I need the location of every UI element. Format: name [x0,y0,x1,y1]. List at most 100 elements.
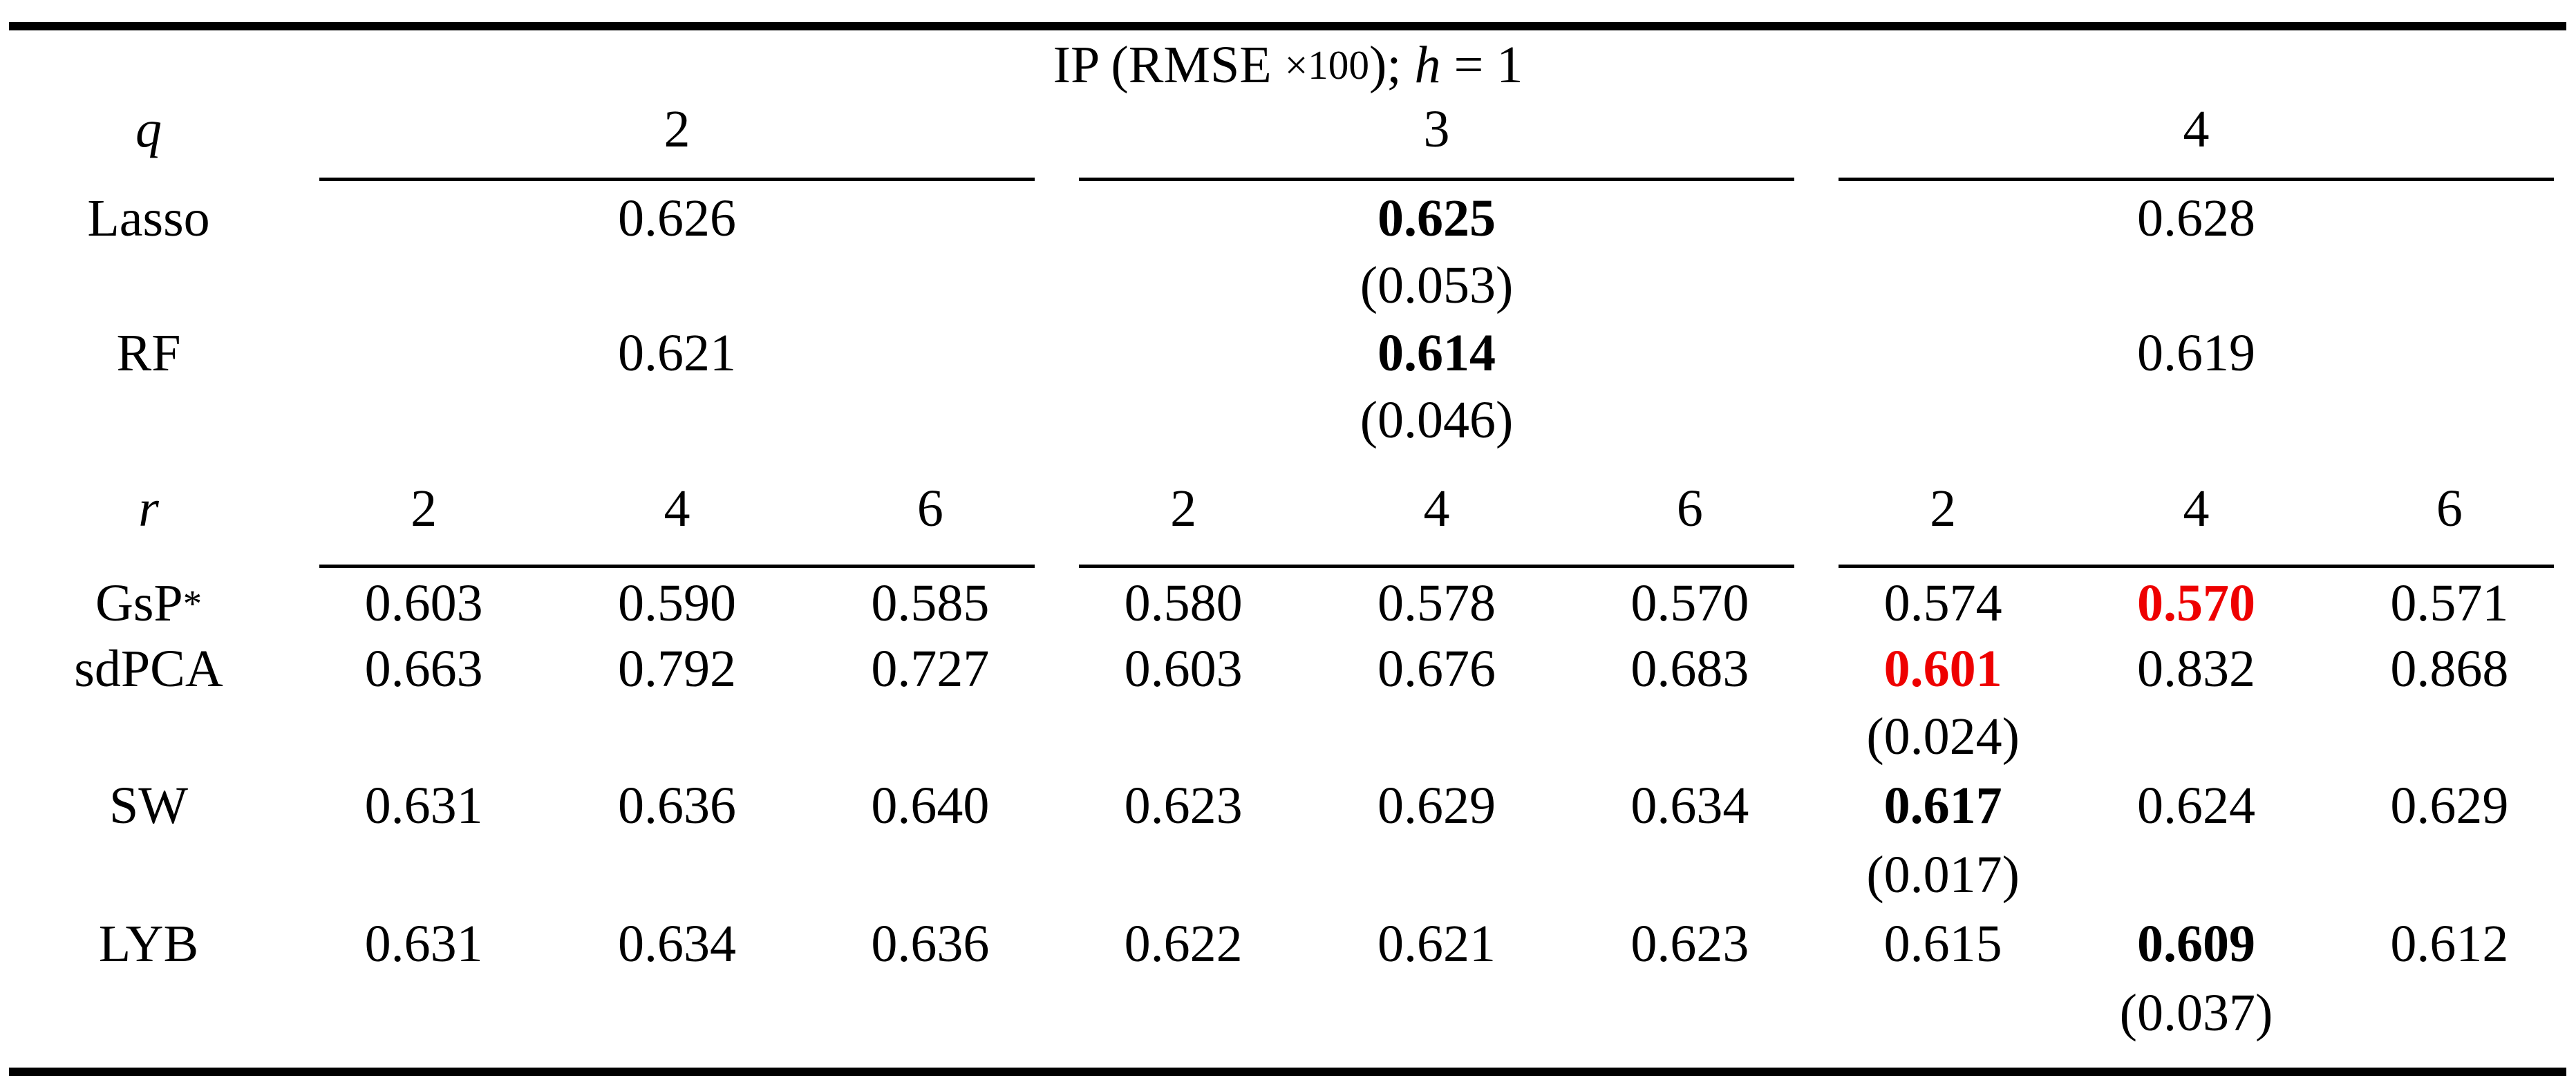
std-error-cell: (0.024) [1866,707,2020,766]
q-group-3: 3 [1423,100,1450,158]
row-sw-se: (0.017) [0,840,2576,909]
value-cell: 0.727 [871,640,990,698]
cmidrule-group1 [297,156,1057,184]
value-cell: 0.629 [1377,776,1496,835]
row-label-sw: SW [109,776,188,835]
r-header-cell: 6 [2436,480,2463,538]
value-cell: 0.868 [2390,640,2509,698]
std-error-cell: (0.017) [1866,845,2020,904]
row-label-gsp: GsP * [95,574,203,632]
std-error-cell: (0.046) [1360,391,1514,449]
value-cell: 0.603 [364,574,483,632]
value-cell: 0.574 [1883,574,2002,632]
value-cell: 0.624 [2136,776,2255,835]
row-rf-se: (0.046) [0,388,2576,453]
std-error-cell: (0.037) [2119,983,2273,1042]
r-header-cell: 4 [1423,480,1450,538]
best-value-cell: 0.625 [1378,189,1496,247]
best-value-cell: 0.614 [1378,323,1496,382]
table-bottom-rule [9,1068,2566,1076]
value-cell: 0.619 [2137,323,2255,382]
r-header-cell: 2 [1930,480,1957,538]
value-cell: 0.663 [364,640,483,698]
row-lasso: Lasso 0.626 0.625 0.628 [0,184,2576,253]
title-times-factor: ×100 [1284,41,1370,88]
title-suffix: = 1 [1440,35,1523,94]
value-cell: 0.590 [617,574,736,632]
value-cell: 0.603 [1124,640,1243,698]
cmidrule-group2 [1057,156,1816,184]
value-cell: 0.622 [1124,914,1243,973]
r-row-label: r [0,453,297,543]
r-header-row: r 2 4 6 2 4 6 2 4 6 [0,453,2576,543]
value-cell: 0.636 [617,776,736,835]
r-header-cell: 6 [916,480,943,538]
row-sdpca-se: (0.024) [0,702,2576,771]
value-cell: 0.578 [1377,574,1496,632]
title-h-variable: h [1414,35,1441,94]
value-cell: 0.621 [1377,914,1496,973]
row-lasso-se: (0.053) [0,253,2576,319]
std-error-cell: (0.053) [1360,256,1514,314]
r-group-rules [0,543,2576,571]
row-rf: RF 0.621 0.614 0.619 [0,319,2576,388]
row-lyb: LYB 0.631 0.634 0.636 0.622 0.621 0.623 … [0,909,2576,978]
row-sw: SW 0.631 0.636 0.640 0.623 0.629 0.634 0… [0,771,2576,840]
r-header-cell: 2 [411,480,438,538]
q-group-2: 2 [664,100,690,158]
value-cell: 0.631 [364,776,483,835]
value-cell: 0.631 [364,914,483,973]
value-cell: 0.621 [618,323,736,382]
q-group-4: 4 [2183,100,2210,158]
row-sdpca: sdPCA 0.663 0.792 0.727 0.603 0.676 0.68… [0,636,2576,702]
title-mid: ); [1369,35,1415,94]
value-cell: 0.623 [1630,914,1749,973]
cmidrule-group3 [1816,543,2576,571]
q-group-rules [0,156,2576,184]
value-cell: 0.629 [2390,776,2509,835]
r-header-cell: 4 [664,480,690,538]
r-header-cell: 2 [1170,480,1197,538]
row-label-rf: RF [116,323,181,382]
q-row-label: q [0,100,297,160]
best-value-cell: 0.609 [2136,914,2255,973]
value-cell: 0.792 [617,640,736,698]
value-cell: 0.580 [1124,574,1243,632]
row-gsp: GsP * 0.603 0.590 0.585 0.580 0.578 0.570… [0,571,2576,636]
value-cell: 0.623 [1124,776,1243,835]
best-value-cell-red: 0.570 [2136,574,2255,632]
q-header-row: q 2 3 4 [0,100,2576,158]
row-lyb-se: (0.037) [0,978,2576,1048]
best-value-cell-red: 0.601 [1883,640,2002,698]
value-cell: 0.676 [1377,640,1496,698]
cmidrule-group3 [1816,156,2576,184]
value-cell: 0.832 [2136,640,2255,698]
bottom-spacer [0,1048,2576,1068]
r-header-cell: 4 [2183,480,2210,538]
value-cell: 0.634 [617,914,736,973]
r-symbol: r [138,480,159,538]
value-cell: 0.571 [2390,574,2509,632]
value-cell: 0.628 [2137,189,2255,247]
row-label-lyb: LYB [98,914,199,973]
table-title: IP (RMSE ×100); h = 1 [0,30,2576,100]
value-cell: 0.683 [1630,640,1749,698]
value-cell: 0.612 [2390,914,2509,973]
value-cell: 0.626 [618,189,736,247]
q-symbol: q [135,100,162,158]
cmidrule-group1 [297,543,1057,571]
value-cell: 0.636 [871,914,990,973]
value-cell: 0.615 [1883,914,2002,973]
cmidrule-group2 [1057,543,1816,571]
value-cell: 0.585 [871,574,990,632]
value-cell: 0.634 [1630,776,1749,835]
title-prefix: IP (RMSE [1053,35,1285,94]
r-header-cell: 6 [1676,480,1703,538]
table-top-rule [9,22,2566,30]
gsp-label-text: GsP [95,574,183,632]
value-cell: 0.570 [1630,574,1749,632]
value-cell: 0.640 [871,776,990,835]
row-label-sdpca: sdPCA [74,640,223,698]
row-label-lasso: Lasso [87,189,210,247]
